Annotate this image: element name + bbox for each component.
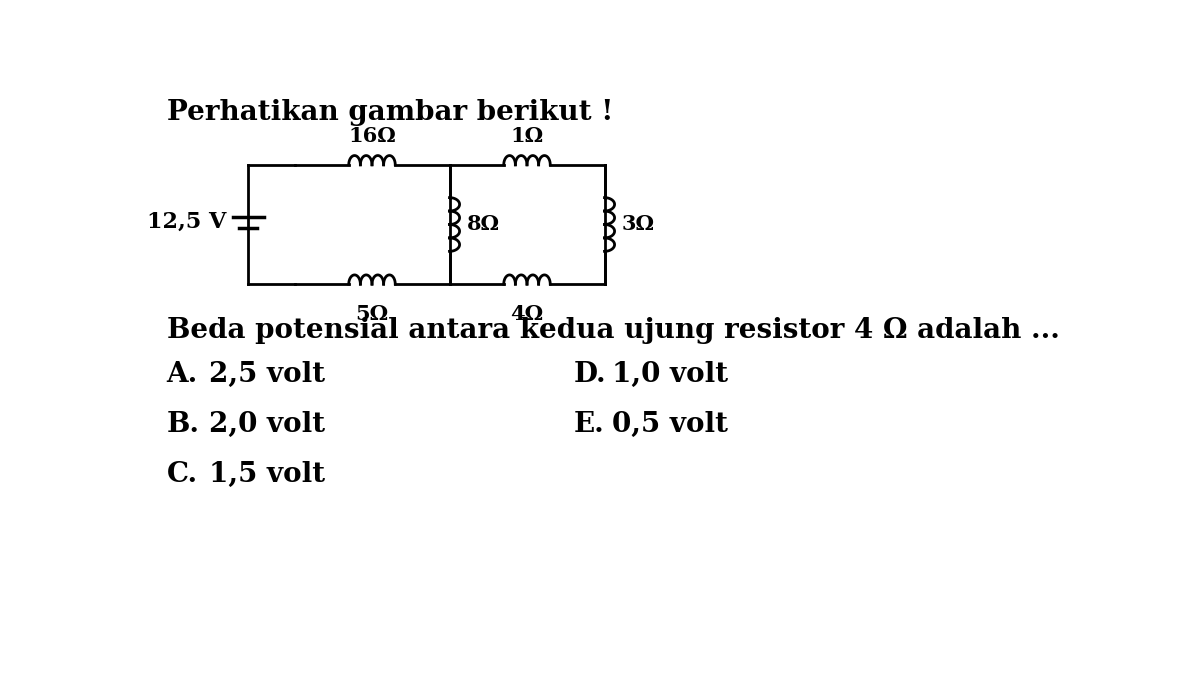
Text: 1Ω: 1Ω [510,126,543,146]
Text: 12,5 V: 12,5 V [147,211,226,233]
Text: C.: C. [166,461,198,488]
Text: Beda potensial antara kedua ujung resistor 4 Ω adalah ...: Beda potensial antara kedua ujung resist… [166,317,1059,344]
Text: A.: A. [166,361,198,388]
Text: 16Ω: 16Ω [348,126,396,146]
Text: 1,5 volt: 1,5 volt [210,461,325,488]
Text: 1,0 volt: 1,0 volt [613,361,728,388]
Text: 2,0 volt: 2,0 volt [210,411,325,438]
Text: 3Ω: 3Ω [622,214,655,235]
Text: 0,5 volt: 0,5 volt [613,411,728,438]
Text: D.: D. [574,361,607,388]
Text: 5Ω: 5Ω [356,304,389,324]
Text: 4Ω: 4Ω [510,304,543,324]
Text: 2,5 volt: 2,5 volt [210,361,325,388]
Text: 8Ω: 8Ω [466,214,499,235]
Text: E.: E. [574,411,604,438]
Text: B.: B. [166,411,199,438]
Text: Perhatikan gambar berikut !: Perhatikan gambar berikut ! [166,99,613,126]
